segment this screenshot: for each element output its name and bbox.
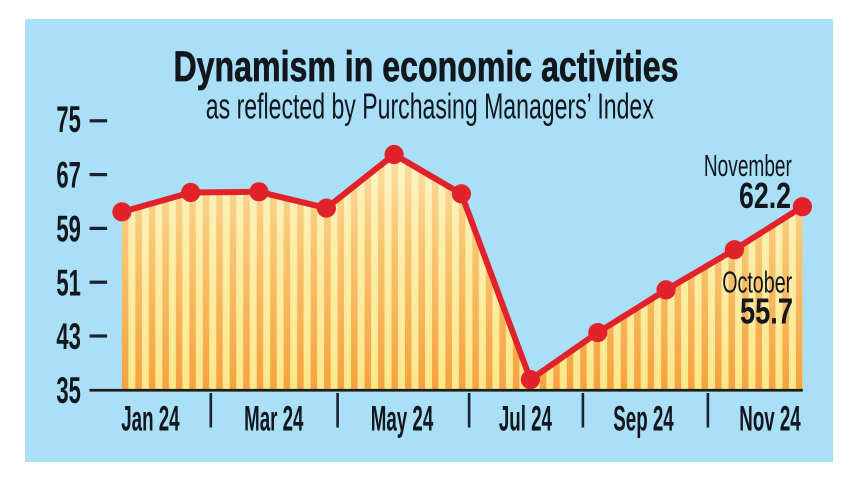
svg-text:November: November [704, 149, 792, 183]
svg-text:55.7: 55.7 [740, 290, 793, 331]
svg-text:62.2: 62.2 [739, 175, 791, 216]
svg-text:51: 51 [56, 262, 81, 303]
svg-text:October: October [722, 266, 792, 300]
svg-text:75: 75 [56, 99, 81, 140]
svg-text:59: 59 [56, 209, 81, 250]
svg-text:Jul 24: Jul 24 [499, 400, 552, 439]
svg-text:Nov 24: Nov 24 [739, 400, 801, 439]
svg-text:35: 35 [56, 370, 81, 411]
svg-text:Mar 24: Mar 24 [244, 400, 304, 439]
svg-text:43: 43 [56, 316, 81, 357]
svg-text:as reflected by Purchasing Man: as reflected by Purchasing Managers’ Ind… [206, 85, 654, 126]
svg-text:May 24: May 24 [371, 400, 434, 439]
svg-text:Sep 24: Sep 24 [613, 400, 674, 439]
svg-text:Dynamism in economic activitie: Dynamism in economic activities [174, 43, 679, 91]
svg-text:67: 67 [56, 155, 81, 196]
svg-text:Jan 24: Jan 24 [121, 400, 180, 439]
